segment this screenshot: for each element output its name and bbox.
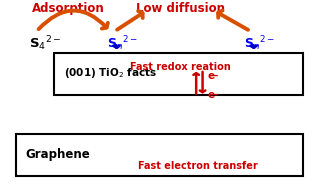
- Text: e-: e-: [207, 90, 219, 99]
- Text: e-: e-: [207, 71, 219, 81]
- Text: Fast electron transfer: Fast electron transfer: [138, 161, 258, 171]
- Text: S$_n$$^{2-}$: S$_n$$^{2-}$: [244, 34, 275, 53]
- Text: Low diffusion: Low diffusion: [136, 2, 225, 15]
- Text: Graphene: Graphene: [26, 149, 90, 161]
- Bar: [54, 53, 303, 94]
- Text: (001) TiO$_2$ facts: (001) TiO$_2$ facts: [64, 66, 157, 80]
- Text: S$_n$$^{2-}$: S$_n$$^{2-}$: [107, 34, 138, 53]
- Text: Fast redox reation: Fast redox reation: [130, 62, 231, 72]
- Text: Adsorption: Adsorption: [32, 2, 105, 15]
- Bar: [16, 134, 303, 176]
- Text: S$_4$$^{2-}$: S$_4$$^{2-}$: [29, 34, 61, 53]
